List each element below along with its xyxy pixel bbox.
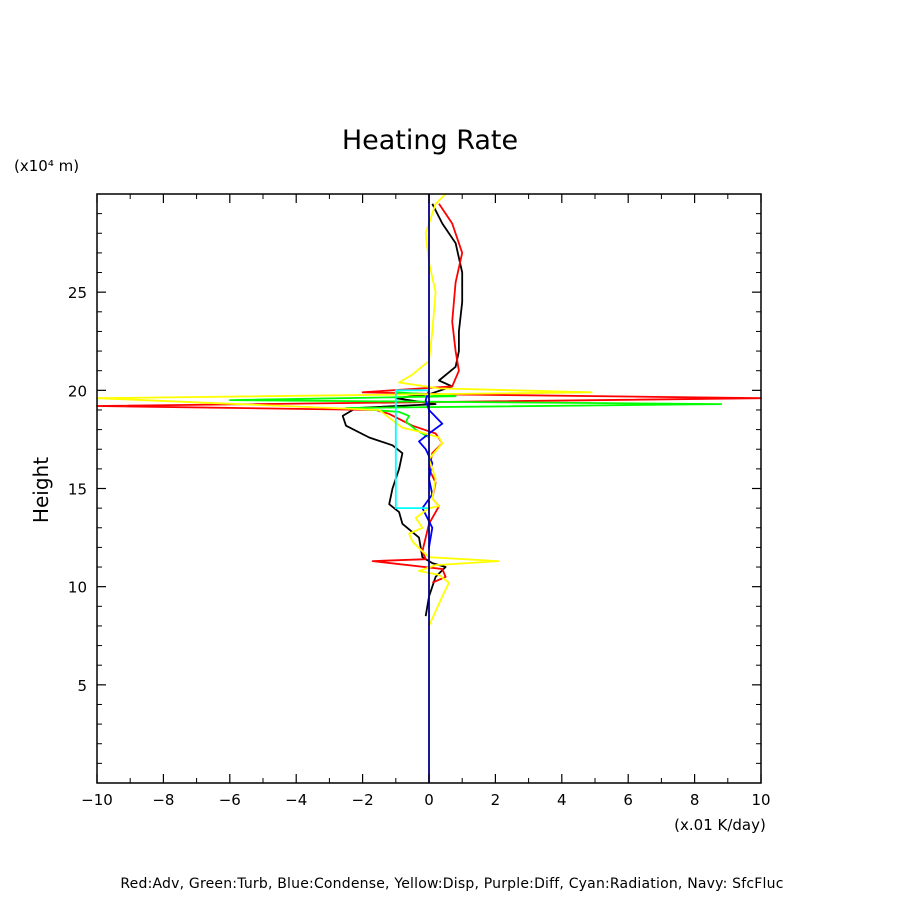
y-tick-label: 25: [68, 284, 87, 302]
x-tick-label: 6: [623, 791, 633, 809]
x-tick-label: −10: [81, 791, 113, 809]
series-layer: [96, 193, 762, 783]
y-axis-unit: (x10⁴ m): [14, 157, 79, 175]
x-tick-label: 4: [557, 791, 567, 809]
x-tick-label: 8: [690, 791, 700, 809]
legend-text: Red:Adv, Green:Turb, Blue:Condense, Yell…: [120, 876, 784, 892]
ticks-layer: −10 −8 −6 −4 −2 0 2 4 6 8 10 5 10 15 20 25: [68, 194, 771, 809]
y-tick-label: 10: [68, 579, 87, 597]
y-axis-label: Height: [29, 457, 53, 523]
plot-frame: [96, 193, 762, 784]
x-axis-label: (x.01 K/day): [674, 816, 766, 834]
x-tick-label: −4: [285, 791, 307, 809]
y-tick-label: 20: [68, 382, 87, 400]
series-line-4: [418, 390, 444, 548]
y-tick-label: 15: [68, 481, 87, 499]
x-tick-label: 2: [491, 791, 501, 809]
series-line-6: [394, 389, 429, 509]
series-line-1: [341, 203, 464, 617]
x-tick-label: −6: [219, 791, 241, 809]
x-tick-label: −2: [352, 791, 374, 809]
y-tick-label: 5: [77, 677, 87, 695]
chart-title: Heating Rate: [342, 125, 518, 156]
x-tick-label: 10: [751, 791, 770, 809]
x-tick-label: 0: [424, 791, 434, 809]
x-tick-label: −8: [152, 791, 174, 809]
